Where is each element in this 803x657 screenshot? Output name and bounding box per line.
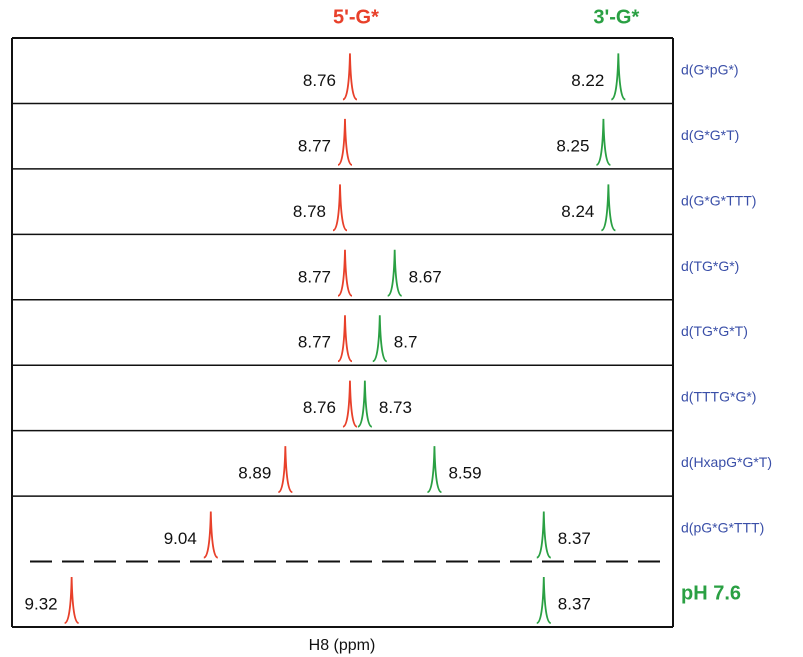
value-label: 8.67 xyxy=(409,267,442,286)
row-label: d(G*G*TTT) xyxy=(681,192,756,208)
series-name: 3'-G* xyxy=(593,6,639,28)
value-label: 8.78 xyxy=(293,202,326,221)
row-label: d(pG*G*TTT) xyxy=(681,520,764,536)
peak xyxy=(427,446,442,494)
peak xyxy=(337,315,353,363)
peak xyxy=(203,511,219,559)
value-label: 8.37 xyxy=(558,529,591,548)
peak xyxy=(387,249,403,297)
peak xyxy=(600,184,616,232)
peak xyxy=(372,315,388,363)
peak xyxy=(337,118,353,166)
series-name: 5'-G* xyxy=(333,6,379,28)
row-label: pH 7.6 xyxy=(681,583,741,605)
value-label: 8.24 xyxy=(561,202,594,221)
value-label: 8.37 xyxy=(558,594,591,613)
peak xyxy=(357,380,373,428)
peak xyxy=(536,576,552,624)
peak xyxy=(342,53,358,101)
value-label: 8.73 xyxy=(379,398,412,417)
value-label: 8.76 xyxy=(303,398,336,417)
peak xyxy=(337,249,353,297)
value-label: 8.89 xyxy=(238,464,271,483)
peak xyxy=(332,184,348,232)
peak xyxy=(342,380,358,428)
value-label: 8.25 xyxy=(556,136,589,155)
row-label: d(TG*G*T) xyxy=(681,323,748,339)
peak xyxy=(64,576,80,624)
value-label: 8.76 xyxy=(303,71,336,90)
value-label: 8.77 xyxy=(298,136,331,155)
peak xyxy=(596,118,611,166)
x-axis-label: H8 (ppm) xyxy=(309,637,376,654)
row-label: d(HxapG*G*T) xyxy=(681,454,772,470)
peak xyxy=(610,53,626,101)
row-label: d(G*G*T) xyxy=(681,127,739,143)
value-label: 8.77 xyxy=(298,333,331,352)
peak xyxy=(277,446,293,494)
row-label: d(TG*G*) xyxy=(681,258,739,274)
row-label: d(TTTG*G*) xyxy=(681,389,756,405)
value-label: 9.32 xyxy=(25,594,58,613)
peak xyxy=(536,511,552,559)
value-label: 8.22 xyxy=(571,71,604,90)
row-label: d(G*pG*) xyxy=(681,61,739,77)
value-label: 9.04 xyxy=(164,529,197,548)
value-label: 8.77 xyxy=(298,267,331,286)
value-label: 8.7 xyxy=(394,333,418,352)
value-label: 8.59 xyxy=(448,464,481,483)
